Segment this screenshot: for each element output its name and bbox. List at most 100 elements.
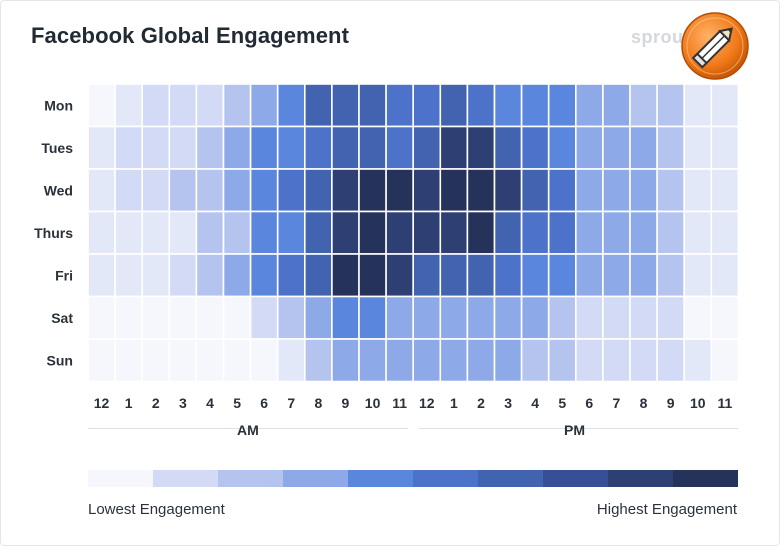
heatmap-cell: [439, 83, 469, 128]
heatmap-cell: [602, 125, 631, 170]
heatmap-cell: [222, 210, 252, 255]
heatmap-cell: [222, 125, 252, 170]
heatmap-cell: [683, 168, 713, 213]
heatmap-cell: [303, 125, 333, 170]
heatmap-cell: [656, 338, 685, 383]
heatmap-cell: [412, 338, 442, 383]
heatmap-cell: [466, 83, 496, 128]
pm-label: PM: [564, 422, 585, 438]
heatmap-cell: [331, 295, 360, 340]
heatmap-cell: [249, 125, 279, 170]
heatmap-cell: [574, 295, 604, 340]
heatmap-cell: [574, 210, 604, 255]
am-divider-line: [88, 428, 408, 429]
heatmap-cell: [710, 168, 740, 213]
heatmap-cell: [276, 168, 306, 213]
heatmap-cell: [520, 295, 550, 340]
heatmap-cell: [303, 295, 333, 340]
heatmap-cell: [168, 210, 198, 255]
heatmap-cell: [114, 295, 143, 340]
heatmap-cell: [710, 338, 740, 383]
heatmap-cell: [710, 83, 740, 128]
heatmap-cell: [439, 125, 469, 170]
heatmap-cell: [466, 253, 496, 298]
heatmap-cell: [303, 83, 333, 128]
heatmap-cell: [412, 83, 442, 128]
column-label: 7: [287, 395, 295, 411]
heatmap-cell: [331, 338, 360, 383]
heatmap-cell: [168, 168, 198, 213]
heatmap-cell: [439, 210, 469, 255]
heatmap-cell: [195, 168, 225, 213]
heatmap-cell: [493, 168, 523, 213]
heatmap-cell: [683, 295, 713, 340]
heatmap-cell: [547, 125, 577, 170]
heatmap-cell: [358, 338, 387, 383]
heatmap-cell: [547, 168, 577, 213]
heatmap-cell: [195, 83, 225, 128]
heatmap-cell: [493, 210, 523, 255]
heatmap-cell: [168, 125, 198, 170]
heatmap-cell: [87, 253, 116, 298]
heatmap-cell: [385, 210, 415, 255]
heatmap-cell: [195, 210, 225, 255]
heatmap-cell: [303, 210, 333, 255]
heatmap-cell: [547, 338, 577, 383]
heatmap-cell: [710, 210, 740, 255]
column-label: 2: [152, 395, 160, 411]
pencil-badge-icon: [681, 12, 749, 80]
heatmap-cell: [493, 83, 523, 128]
heatmap-cell: [520, 125, 550, 170]
heatmap-cell: [114, 168, 143, 213]
heatmap-cell: [195, 295, 225, 340]
heatmap-cell: [276, 253, 306, 298]
heatmap-cell: [412, 210, 442, 255]
am-label: AM: [237, 422, 259, 438]
column-label: 5: [233, 395, 241, 411]
heatmap-cell: [249, 295, 279, 340]
column-label: 4: [206, 395, 214, 411]
legend-segment: [543, 470, 608, 487]
heatmap-cell: [168, 338, 198, 383]
heatmap-cell: [439, 338, 469, 383]
legend-high-label: Highest Engagement: [596, 501, 737, 518]
heatmap-cell: [656, 83, 685, 128]
heatmap-cell: [466, 168, 496, 213]
heatmap-cell: [574, 125, 604, 170]
legend-segment: [348, 470, 413, 487]
column-label: 12: [94, 395, 110, 411]
column-label: 8: [315, 395, 323, 411]
heatmap-cell: [439, 253, 469, 298]
legend-low-label: Lowest Engagement: [88, 501, 225, 518]
legend-segment: [413, 470, 478, 487]
heatmap-cell: [331, 210, 360, 255]
column-label: 11: [717, 395, 732, 411]
heatmap-cell: [276, 125, 306, 170]
heatmap-cell: [114, 338, 143, 383]
heatmap-cell: [629, 125, 658, 170]
heatmap-cell: [629, 253, 658, 298]
heatmap-cell: [358, 168, 387, 213]
heatmap-cell: [385, 295, 415, 340]
heatmap-cell: [683, 125, 713, 170]
column-label: 4: [531, 395, 539, 411]
heatmap-cell: [710, 295, 740, 340]
heatmap-cell: [141, 168, 171, 213]
column-label: 3: [179, 395, 187, 411]
heatmap-cell: [493, 295, 523, 340]
heatmap-cell: [629, 338, 658, 383]
heatmap-cell: [439, 168, 469, 213]
heatmap-cell: [358, 210, 387, 255]
column-label: 3: [504, 395, 512, 411]
heatmap-cell: [331, 83, 360, 128]
row-label: Sat: [51, 310, 73, 326]
heatmap-cell: [493, 338, 523, 383]
heatmap-cell: [331, 168, 360, 213]
heatmap-cell: [87, 83, 116, 128]
heatmap-cell: [303, 253, 333, 298]
legend-segment: [218, 470, 283, 487]
heatmap-cell: [602, 295, 631, 340]
heatmap-cell: [385, 83, 415, 128]
column-label: 9: [342, 395, 350, 411]
